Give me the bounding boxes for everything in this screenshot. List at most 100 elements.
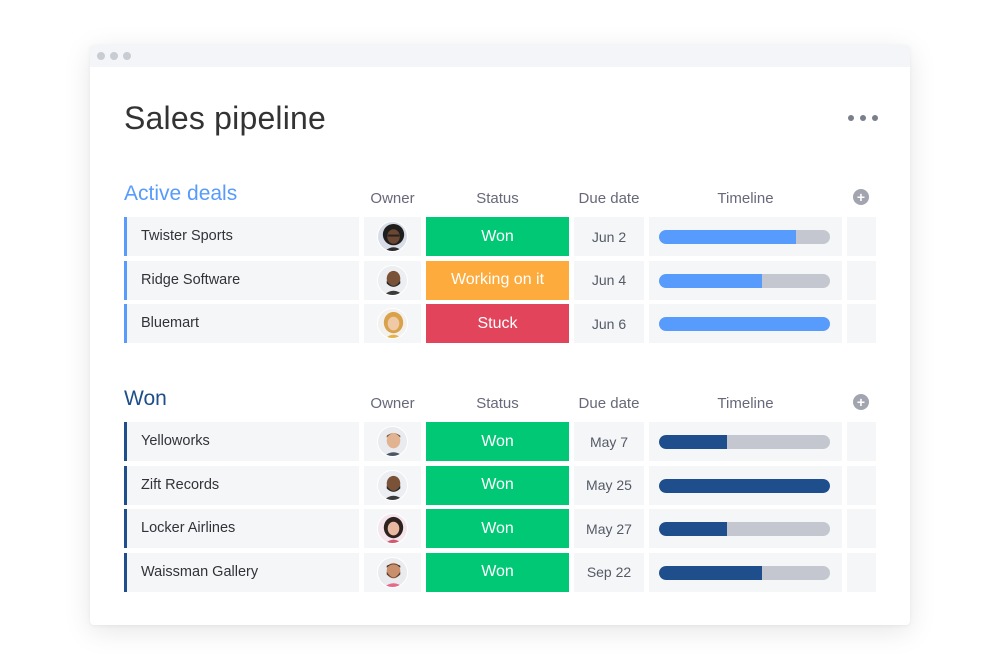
due-date: Sep 22	[586, 564, 632, 580]
timeline-bar	[659, 522, 830, 536]
due-date-cell[interactable]: Jun 6	[574, 304, 644, 343]
due-date-cell[interactable]: May 27	[574, 509, 644, 548]
owner-cell[interactable]	[364, 304, 421, 343]
timeline-bar	[659, 273, 830, 288]
column-header-status[interactable]: Status	[476, 190, 519, 207]
status-badge[interactable]: Working on it	[426, 260, 569, 300]
column-header-owner[interactable]: Owner	[370, 395, 415, 412]
empty-cell[interactable]	[847, 260, 876, 300]
column-header-owner[interactable]: Owner	[370, 190, 415, 207]
timeline-cell[interactable]	[649, 304, 842, 343]
owner-cell[interactable]	[364, 552, 421, 592]
due-date-cell[interactable]: May 7	[574, 422, 644, 461]
avatar[interactable]	[377, 264, 408, 296]
owner-cell[interactable]	[364, 260, 421, 300]
empty-cell[interactable]	[847, 552, 876, 592]
due-date-cell[interactable]: Jun 2	[574, 217, 644, 256]
status-badge[interactable]: Won	[426, 509, 569, 548]
due-date: Jun 6	[591, 315, 627, 332]
timeline-bar	[659, 317, 830, 331]
empty-cell[interactable]	[847, 422, 876, 461]
owner-cell[interactable]	[364, 422, 421, 461]
due-date-cell[interactable]: Sep 22	[574, 552, 644, 592]
table-row[interactable]: Locker Airlines Won May 27	[124, 509, 876, 548]
timeline-bar-fill	[659, 435, 728, 449]
item-name-cell[interactable]: Bluemart	[124, 304, 359, 343]
status-badge[interactable]: Won	[426, 217, 569, 256]
timeline-bar	[659, 435, 830, 449]
timeline-bar-fill	[659, 317, 830, 331]
timeline-cell[interactable]	[649, 260, 842, 300]
column-header-timeline[interactable]: Timeline	[717, 395, 774, 412]
status-label: Working on it	[450, 271, 545, 288]
table-row[interactable]: Ridge Software Working on it Jun 4	[124, 260, 876, 300]
due-date: Jun 2	[591, 228, 627, 245]
timeline-cell[interactable]	[649, 509, 842, 548]
group-header: Won Owner Status Due date Timeline +	[124, 387, 876, 419]
add-column-icon[interactable]: +	[853, 394, 869, 410]
window-dot-icon	[97, 52, 105, 60]
item-name-cell[interactable]: Waissman Gallery	[124, 552, 359, 592]
due-date-cell[interactable]: May 25	[574, 465, 644, 505]
due-date: May 27	[586, 520, 632, 537]
window-dot-icon	[110, 52, 118, 60]
due-date: May 7	[589, 433, 629, 450]
timeline-bar-fill	[659, 522, 728, 536]
owner-cell[interactable]	[364, 465, 421, 505]
empty-cell[interactable]	[847, 509, 876, 548]
timeline-bar	[659, 478, 830, 493]
table-row[interactable]: Twister Sports Won Jun 2	[124, 217, 876, 256]
group-header: Active deals Owner Status Due date Timel…	[124, 182, 876, 214]
item-name: Ridge Software	[141, 271, 241, 288]
avatar[interactable]	[377, 221, 408, 252]
table-row[interactable]: Zift Records Won May 25	[124, 465, 876, 505]
table-row[interactable]: Waissman Gallery Won Sep 22	[124, 552, 876, 592]
status-label: Won	[481, 519, 514, 537]
add-column-icon[interactable]: +	[853, 189, 869, 205]
column-header-status[interactable]: Status	[476, 395, 519, 412]
timeline-bar-fill	[659, 565, 762, 580]
avatar[interactable]	[377, 308, 408, 339]
avatar[interactable]	[377, 469, 408, 501]
item-name: Locker Airlines	[141, 520, 236, 536]
status-label: Stuck	[477, 314, 518, 332]
timeline-bar	[659, 230, 830, 244]
item-name-cell[interactable]: Locker Airlines	[124, 509, 359, 548]
status-badge[interactable]: Won	[426, 552, 569, 592]
due-date: May 25	[586, 477, 632, 493]
item-name-cell[interactable]: Ridge Software	[124, 260, 359, 300]
timeline-bar-fill	[659, 230, 796, 244]
more-options-icon[interactable]	[848, 111, 878, 125]
column-header-timeline[interactable]: Timeline	[717, 190, 774, 207]
page-title: Sales pipeline	[124, 100, 327, 136]
group-title[interactable]: Won	[124, 387, 167, 410]
timeline-cell[interactable]	[649, 217, 842, 256]
timeline-bar-fill	[659, 478, 830, 493]
owner-cell[interactable]	[364, 509, 421, 548]
due-date-cell[interactable]: Jun 4	[574, 260, 644, 300]
item-name: Bluemart	[141, 315, 200, 331]
column-header-due-date[interactable]: Due date	[578, 395, 640, 412]
item-name-cell[interactable]: Twister Sports	[124, 217, 359, 256]
status-badge[interactable]: Won	[426, 422, 569, 461]
timeline-cell[interactable]	[649, 552, 842, 592]
avatar[interactable]	[377, 556, 408, 588]
timeline-cell[interactable]	[649, 465, 842, 505]
item-name-cell[interactable]: Yelloworks	[124, 422, 359, 461]
avatar[interactable]	[377, 513, 408, 544]
table-row[interactable]: Bluemart Stuck Jun 6	[124, 304, 876, 343]
empty-cell[interactable]	[847, 304, 876, 343]
group-active-deals: Active deals Owner Status Due date Timel…	[124, 182, 876, 348]
timeline-cell[interactable]	[649, 422, 842, 461]
column-header-due-date[interactable]: Due date	[578, 190, 640, 207]
status-badge[interactable]: Won	[426, 465, 569, 505]
avatar[interactable]	[377, 426, 408, 457]
item-name-cell[interactable]: Zift Records	[124, 465, 359, 505]
empty-cell[interactable]	[847, 217, 876, 256]
owner-cell[interactable]	[364, 217, 421, 256]
group-title[interactable]: Active deals	[124, 182, 238, 205]
status-label: Won	[481, 563, 514, 580]
status-badge[interactable]: Stuck	[426, 304, 569, 343]
table-row[interactable]: Yelloworks Won May 7	[124, 422, 876, 461]
empty-cell[interactable]	[847, 465, 876, 505]
